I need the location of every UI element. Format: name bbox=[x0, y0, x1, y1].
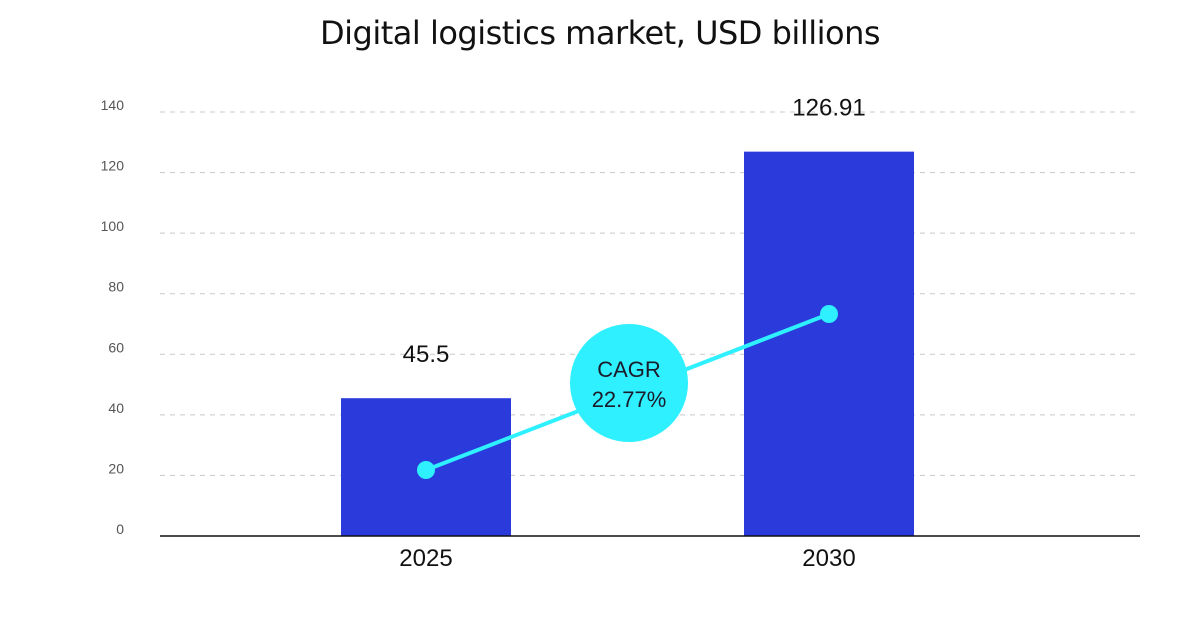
y-tick-label: 140 bbox=[101, 97, 125, 113]
cagr-value: 22.77% bbox=[592, 387, 667, 412]
bars bbox=[341, 151, 914, 537]
y-tick-label: 100 bbox=[101, 218, 125, 234]
x-tick-label: 2030 bbox=[802, 545, 855, 572]
y-tick-label: 120 bbox=[101, 158, 125, 174]
trend-point-end bbox=[820, 305, 838, 323]
cagr-trend: CAGR 22.77% bbox=[417, 305, 838, 479]
bar-2030 bbox=[744, 151, 914, 537]
trend-point-start bbox=[417, 461, 435, 479]
x-tick-label: 2025 bbox=[399, 545, 452, 572]
value-labels: 45.5 126.91 bbox=[403, 95, 866, 369]
y-tick-label: 0 bbox=[116, 521, 124, 537]
y-tick-label: 60 bbox=[108, 339, 124, 355]
y-axis-ticks: 0 20 40 60 80 100 120 140 bbox=[101, 97, 125, 537]
cagr-badge bbox=[570, 324, 688, 442]
data-label: 45.5 bbox=[403, 341, 450, 368]
y-tick-label: 40 bbox=[108, 400, 124, 416]
y-tick-label: 20 bbox=[108, 460, 124, 476]
chart-title: Digital logistics market, USD billions bbox=[319, 14, 881, 52]
cagr-label: CAGR bbox=[597, 357, 661, 382]
y-tick-label: 80 bbox=[108, 279, 124, 295]
data-label: 126.91 bbox=[792, 95, 865, 122]
x-axis-labels: 2025 2030 bbox=[399, 545, 855, 572]
